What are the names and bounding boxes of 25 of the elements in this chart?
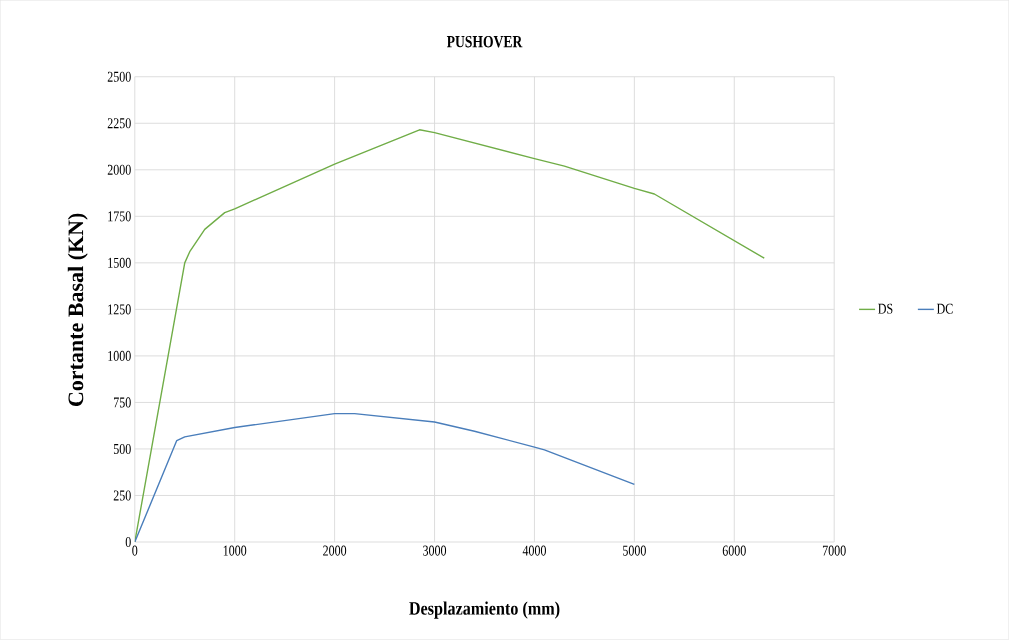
x-tick-label: 0: [132, 545, 138, 556]
x-axis-title: Desplazamiento (mm): [409, 601, 560, 619]
y-tick-label: 500: [113, 444, 131, 455]
y-tick-label: 1000: [108, 350, 131, 362]
y-tick-label: 1500: [108, 257, 131, 269]
y-axis-title: Cortante Basal (KN): [67, 213, 88, 407]
x-tick-label: 3000: [423, 545, 447, 556]
x-tick-label: 7000: [822, 545, 846, 556]
legend-label: DS: [878, 303, 893, 314]
x-tick-label: 2000: [323, 545, 347, 556]
y-tick-label: 750: [114, 397, 131, 408]
y-tick-label: 1750: [108, 211, 131, 222]
y-tick-label: 250: [113, 490, 131, 501]
x-tick-label: 1000: [223, 545, 247, 556]
x-tick-label: 6000: [722, 545, 746, 556]
y-tick-label: 2000: [107, 164, 131, 175]
y-tick-label: 1250: [108, 304, 131, 315]
chart-title: PUSHOVER: [446, 36, 523, 48]
line-series: [134, 413, 636, 543]
y-tick-label: 2500: [107, 71, 131, 82]
y-tick-label: 2250: [107, 118, 131, 129]
x-tick-label: 5000: [623, 545, 646, 556]
x-tick-label: 4000: [522, 545, 546, 556]
legend-label: DC: [936, 303, 953, 314]
y-tick-label: 0: [125, 537, 131, 548]
